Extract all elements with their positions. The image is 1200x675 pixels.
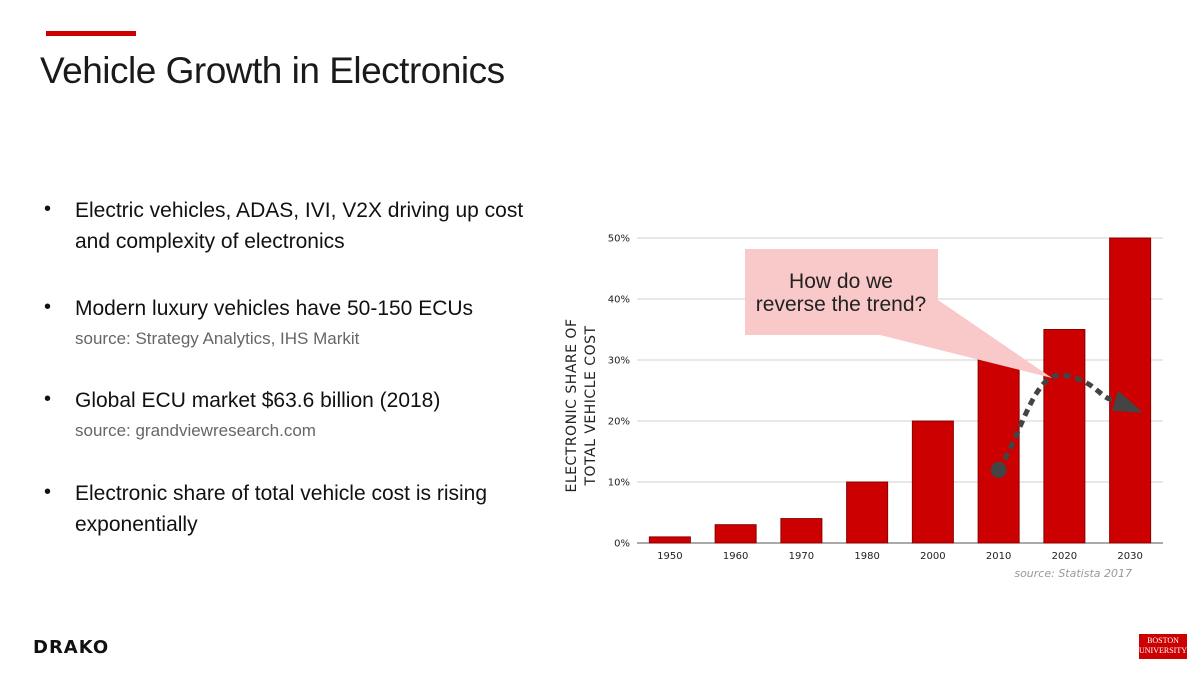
- bu-logo-line1: BOSTON: [1147, 636, 1179, 645]
- callout-box: [745, 249, 938, 335]
- bar-2000: [911, 420, 954, 544]
- drako-logo: DRAKO: [33, 637, 110, 658]
- callout-text-line1: How do we: [789, 270, 893, 293]
- trend-arrow-path: [996, 372, 1113, 472]
- bar-2010: [977, 359, 1020, 544]
- y-tick-label: 40%: [608, 295, 630, 306]
- bullet-list: Electric vehicles, ADAS, IVI, V2X drivin…: [40, 194, 550, 540]
- x-tick-label: 1960: [723, 551, 748, 562]
- trend-arrow-head: [1112, 390, 1144, 413]
- bar-1980: [846, 481, 889, 544]
- slide-title: Vehicle Growth in Electronics: [40, 50, 505, 91]
- y-tick-label: 0%: [614, 539, 630, 550]
- y-axis-label-line2: TOTAL VEHICLE COST: [583, 325, 599, 486]
- bullet-text: Electric vehicles, ADAS, IVI, V2X drivin…: [75, 199, 524, 253]
- y-tick-label: 20%: [608, 417, 630, 428]
- bar-2020: [1043, 329, 1086, 544]
- bullet-item: Electric vehicles, ADAS, IVI, V2X drivin…: [40, 194, 550, 257]
- x-tick-label: 2000: [920, 551, 945, 562]
- x-tick-label: 2010: [986, 551, 1011, 562]
- y-tick-label: 30%: [608, 356, 630, 367]
- x-tick-label: 2030: [1117, 551, 1142, 562]
- chart-ticks: 0% 10% 20% 30% 40% 50% 1950 1960 1970 1980 2000 201…: [608, 234, 1143, 563]
- bullet-source: source: Strategy Analytics, IHS Markit: [75, 329, 360, 348]
- bullet-text: Modern luxury vehicles have 50-150 ECUs: [75, 297, 474, 320]
- y-tick-label: 10%: [608, 478, 630, 489]
- boston-university-logo: BOSTON UNIVERSITY: [1139, 634, 1187, 659]
- y-axis-label-line1: ELECTRONIC SHARE OF: [564, 319, 580, 493]
- bullet-text: Electronic share of total vehicle cost i…: [75, 482, 488, 536]
- bullet-text: Global ECU market $63.6 billion (2018): [75, 389, 441, 412]
- x-tick-label: 1950: [657, 551, 682, 562]
- bullet-item: Electronic share of total vehicle cost i…: [40, 477, 550, 540]
- bar-1960: [714, 524, 757, 544]
- x-tick-label: 1980: [854, 551, 879, 562]
- bar-1950: [648, 536, 691, 544]
- callout-text-line2: reverse the trend?: [756, 293, 926, 316]
- x-tick-label: 2020: [1052, 551, 1077, 562]
- chart-source-note: source: Statista 2017: [1014, 567, 1132, 580]
- bullet-source: source: grandviewresearch.com: [75, 421, 316, 440]
- bar-2030: [1109, 237, 1152, 544]
- trend-arrow-start-dot: [990, 461, 1007, 478]
- title-accent-bar: [46, 31, 136, 36]
- chart-bars: [648, 237, 1152, 544]
- x-tick-label: 1970: [789, 551, 814, 562]
- y-tick-label: 50%: [608, 234, 630, 245]
- bullet-item: Modern luxury vehicles have 50-150 ECUs …: [40, 292, 550, 354]
- bu-logo-line2: UNIVERSITY: [1139, 646, 1187, 655]
- bar-1970: [780, 518, 823, 544]
- bullet-item: Global ECU market $63.6 billion (2018) s…: [40, 384, 550, 446]
